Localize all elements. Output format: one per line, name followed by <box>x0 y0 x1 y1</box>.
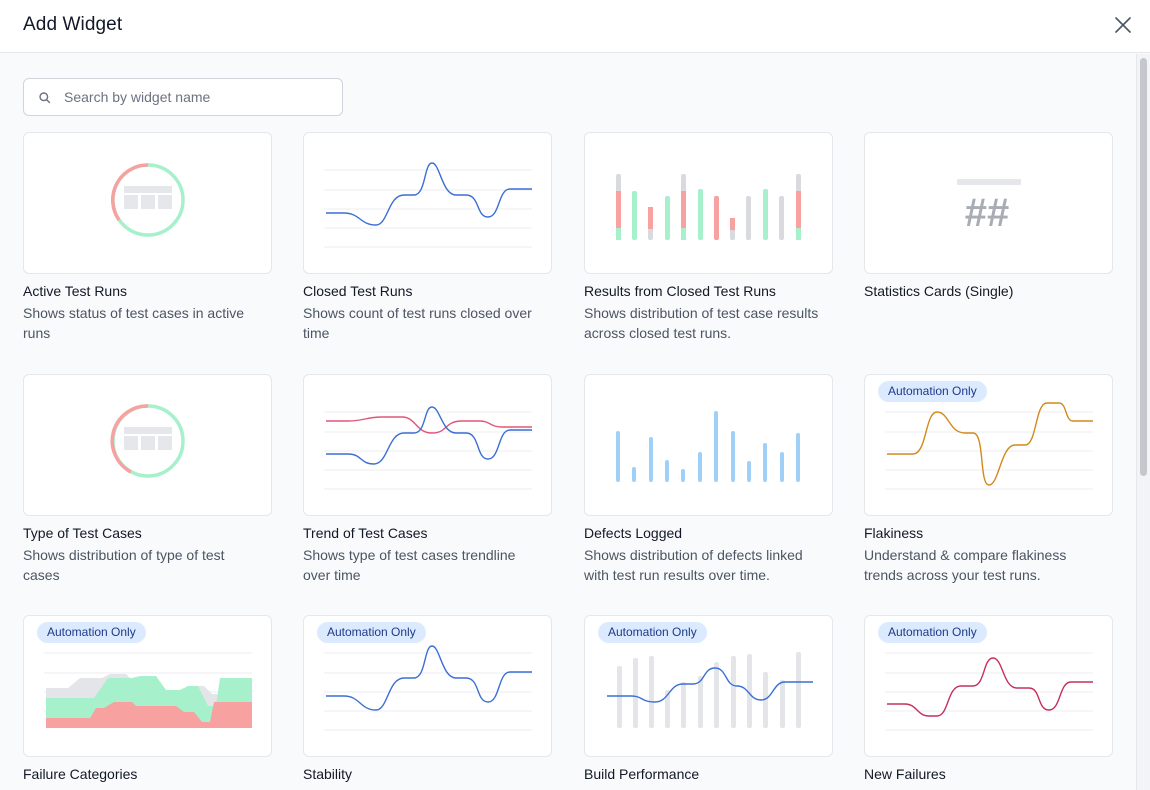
search-input[interactable] <box>64 79 334 115</box>
automation-only-badge: Automation Only <box>878 622 987 643</box>
scrollbar-thumb[interactable] <box>1140 58 1147 476</box>
widget-description: Shows status of test cases in active run… <box>23 305 244 341</box>
widget-preview: ## <box>864 132 1113 274</box>
widget-preview: Automation Only <box>864 615 1113 757</box>
scrollbar[interactable] <box>1136 54 1150 790</box>
widget-name: Statistics Cards (Single) <box>864 283 1014 299</box>
widget-description: Shows distribution of test case results … <box>584 305 819 341</box>
widget-description: Understand & compare flakiness trends ac… <box>864 547 1067 583</box>
close-icon[interactable] <box>1110 12 1136 38</box>
automation-only-badge: Automation Only <box>878 381 987 402</box>
widget-preview: Automation Only <box>303 615 552 757</box>
search-icon <box>39 92 51 104</box>
widget-description: Shows count of test runs closed over tim… <box>303 305 532 341</box>
automation-only-badge: Automation Only <box>37 622 146 643</box>
widget-preview <box>303 132 552 274</box>
widget-name: Active Test Runs <box>23 283 128 299</box>
widget-name: Trend of Test Cases <box>303 525 428 541</box>
widget-preview <box>23 374 272 516</box>
widget-name: New Failures <box>864 766 946 782</box>
automation-only-badge: Automation Only <box>598 622 707 643</box>
widget-preview <box>303 374 552 516</box>
widget-name: Type of Test Cases <box>23 525 142 541</box>
search-field[interactable] <box>23 78 343 116</box>
widget-name: Flakiness <box>864 525 924 541</box>
widget-name: Closed Test Runs <box>303 283 413 299</box>
widget-preview <box>584 132 833 274</box>
automation-only-badge: Automation Only <box>317 622 426 643</box>
widget-name: Defects Logged <box>584 525 683 541</box>
widget-name: Build Performance <box>584 766 700 782</box>
stat-preview-text: ## <box>965 191 1010 235</box>
widget-preview: Automation Only <box>23 615 272 757</box>
widget-preview <box>23 132 272 274</box>
widget-name: Results from Closed Test Runs <box>584 283 776 299</box>
dialog-title: Add Widget <box>23 14 123 35</box>
widget-description: Shows distribution of defects linked wit… <box>584 547 803 583</box>
widget-preview: Automation Only <box>584 615 833 757</box>
widget-name: Failure Categories <box>23 766 138 782</box>
dialog-header: Add Widget <box>0 0 1150 53</box>
widget-preview <box>584 374 833 516</box>
widget-description: Shows type of test cases trendline over … <box>303 547 516 583</box>
widget-name: Stability <box>303 766 353 782</box>
widget-preview: Automation Only <box>864 374 1113 516</box>
widget-description: Shows distribution of type of test cases <box>23 547 225 583</box>
widget-gallery: Active Test Runs Shows status of test ca… <box>0 54 1136 790</box>
